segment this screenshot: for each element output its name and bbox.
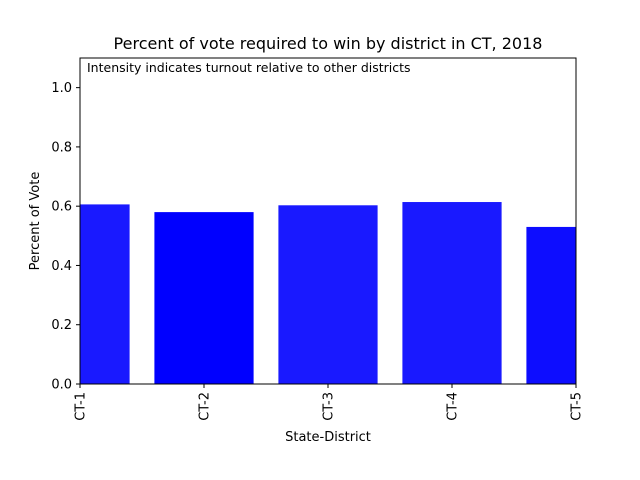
chart-title: Percent of vote required to win by distr… [114,34,543,53]
y-tick-label: 0.4 [51,259,72,274]
y-tick-label: 0.6 [51,200,72,215]
y-tick-label: 1.0 [51,81,72,96]
x-axis-label: State-District [285,430,371,445]
bar-ct-1 [80,204,130,384]
x-tick-label-ct-5: CT-5 [570,392,585,421]
bars-group [80,202,576,384]
y-axis: 0.0 0.2 0.4 0.6 0.8 1.0 [51,81,80,393]
bar-ct-2 [154,212,254,384]
bar-ct-4 [402,202,502,384]
x-tick-label-ct-3: CT-3 [322,392,337,421]
x-tick-label-ct-1: CT-1 [74,392,89,421]
y-tick-label: 0.2 [51,318,72,333]
y-tick-label: 0.0 [51,378,72,393]
chart-annotation: Intensity indicates turnout relative to … [87,60,411,75]
y-axis-label: Percent of Vote [28,172,43,271]
bar-ct-5 [526,226,576,384]
x-tick-label-ct-2: CT-2 [198,392,213,421]
bar-ct-3 [278,205,378,384]
x-tick-label-ct-4: CT-4 [446,392,461,421]
x-axis: CT-1 CT-2 CT-3 CT-4 CT-5 [74,384,585,421]
y-tick-label: 0.8 [51,140,72,155]
